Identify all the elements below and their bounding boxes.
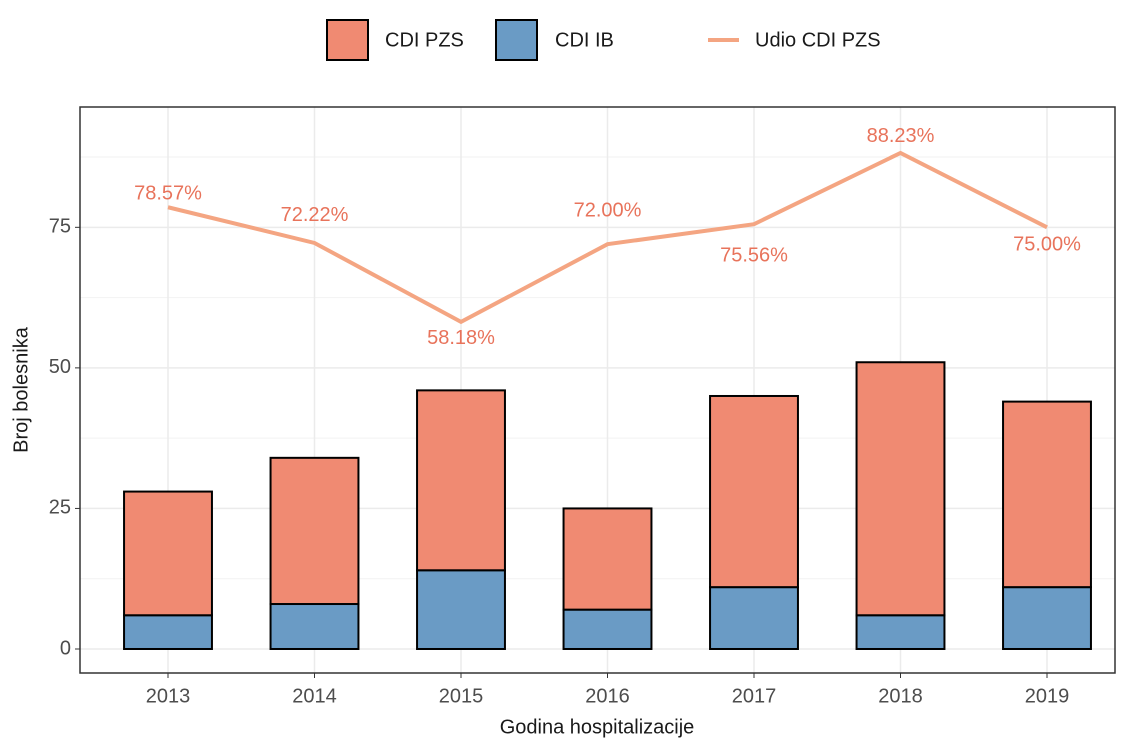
bar-segment (709, 586, 799, 650)
data-label: 78.57% (134, 183, 202, 205)
x-tick-label: 2019 (1025, 685, 1070, 707)
panel-border (79, 106, 1116, 674)
x-tick-label: 2014 (292, 685, 337, 707)
y-tick-label: 50 (49, 356, 71, 378)
share-line (167, 150, 1048, 325)
bar-segment (562, 507, 653, 611)
bar-segment (855, 614, 946, 650)
legend-label: CDI PZS (385, 29, 464, 51)
data-label: 75.56% (720, 244, 788, 266)
data-label: 88.23% (867, 125, 935, 147)
x-tick-label: 2016 (585, 685, 630, 707)
bar-segment (123, 490, 213, 617)
x-tick-label: 2015 (439, 685, 484, 707)
x-tick-label: 2017 (732, 685, 777, 707)
x-tick-label: 2018 (878, 685, 923, 707)
bar-segment (709, 394, 799, 589)
data-label: 72.00% (574, 199, 642, 221)
bar-segment (123, 614, 213, 650)
data-label: 75.00% (1013, 234, 1081, 256)
bar-segment (416, 569, 506, 650)
x-axis-title: Godina hospitalizacije (500, 716, 695, 738)
y-tick-label: 25 (49, 497, 71, 519)
legend-label: CDI IB (555, 29, 614, 51)
y-axis-title: Broj bolesnika (10, 326, 32, 453)
bar-segment (855, 361, 946, 617)
bar-segment (1002, 586, 1092, 650)
bar-segment (1002, 400, 1092, 589)
legend-label: Udio CDI PZS (755, 29, 881, 51)
data-label: 58.18% (427, 327, 495, 349)
y-tick-label: 0 (60, 637, 71, 659)
bar-segment (562, 608, 653, 650)
x-tick-label: 2013 (146, 685, 191, 707)
bar-segment (269, 456, 360, 606)
y-tick-label: 75 (49, 216, 71, 238)
bar-segment (269, 603, 360, 650)
legend-swatch (495, 19, 538, 61)
legend-swatch (326, 19, 369, 61)
data-label: 72.22% (281, 204, 349, 226)
bar-segment (416, 389, 506, 572)
